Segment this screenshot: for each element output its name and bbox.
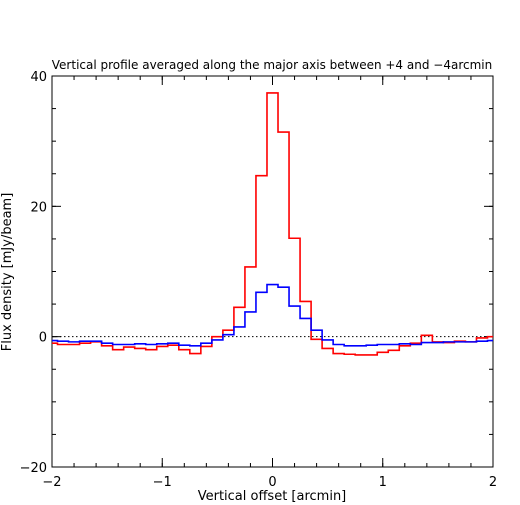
y-tick-label: 20 [30,200,47,215]
series-line-red [52,92,493,356]
y-axis-label: Flux density [mJy/beam] [0,193,15,352]
y-tick-label: 0 [39,331,47,346]
x-tick-label: 0 [268,475,276,490]
series-line-blue [52,283,493,347]
plot-area: −2 −1 0 1 2 −20 0 20 40 [20,70,498,490]
x-tick-label: 2 [489,475,497,490]
x-tick-label: 1 [379,475,387,490]
plot-frame [51,75,494,468]
x-axis-label: Vertical offset [arcmin] [198,489,347,504]
y-tick-label: −20 [20,461,47,476]
x-tick-label: −2 [42,475,61,490]
y-tick-label: 40 [30,70,47,85]
chart-title: Vertical profile averaged along the majo… [52,58,492,72]
x-tick-label: −1 [153,475,172,490]
